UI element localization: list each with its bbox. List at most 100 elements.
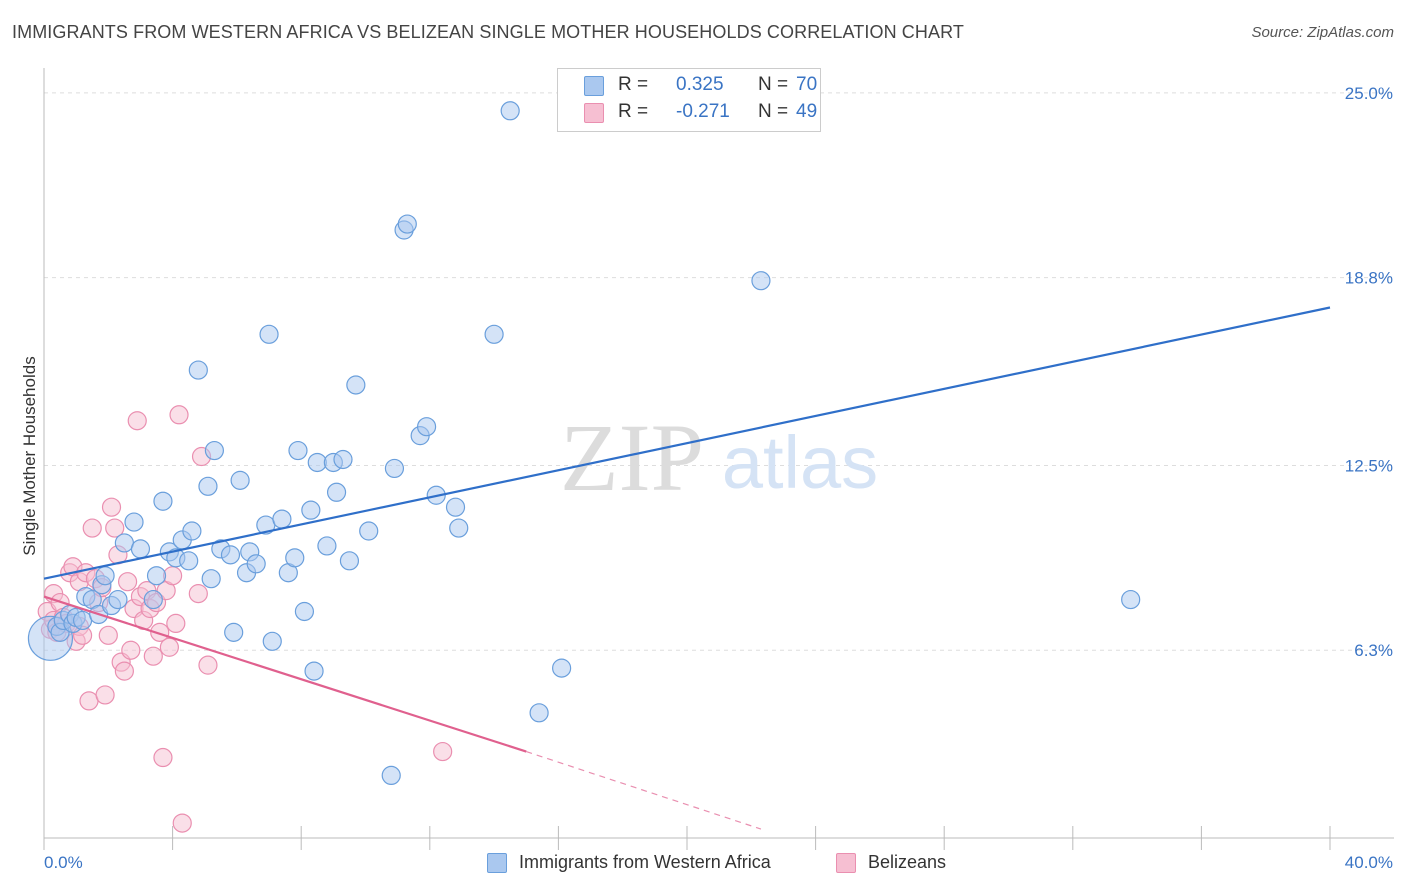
belizean-point	[163, 566, 183, 586]
y-tick-label: 25.0%	[1345, 84, 1393, 103]
legend-n-label: N =	[758, 101, 789, 122]
chart-title: IMMIGRANTS FROM WESTERN AFRICA VS BELIZE…	[12, 22, 964, 42]
western-africa-point	[339, 551, 360, 571]
belizean-point	[121, 640, 141, 660]
belizean-point	[188, 584, 208, 604]
western-africa-point	[529, 703, 549, 723]
western-africa-point	[416, 417, 437, 437]
western-africa-point	[751, 271, 771, 291]
western-africa-point	[346, 375, 366, 395]
legend-r-value: 0.325	[676, 74, 724, 95]
belizean-point	[433, 741, 453, 762]
western-africa-point	[124, 512, 144, 532]
western-africa-point	[552, 658, 572, 678]
western-africa-point	[95, 566, 115, 586]
western-africa-point	[307, 452, 327, 473]
belizean-point	[117, 572, 138, 592]
western-africa-point	[484, 324, 504, 344]
belizean-point	[114, 661, 134, 681]
western-africa-point	[1121, 589, 1141, 610]
western-africa-point	[333, 449, 353, 470]
belizean-trend-line	[43, 595, 527, 753]
western-africa-point	[326, 482, 347, 502]
source-label: Source: ZipAtlas.com	[1251, 24, 1394, 41]
western-africa-point	[179, 551, 199, 571]
belizean-point	[105, 518, 125, 538]
x-tick-label: 40.0%	[1345, 853, 1393, 872]
western-africa-point	[143, 589, 163, 610]
western-africa-point	[262, 631, 282, 651]
axes	[43, 68, 1394, 850]
western-africa-point	[445, 497, 466, 517]
western-africa-point	[220, 545, 241, 565]
western-africa-point	[500, 101, 520, 121]
western-africa-point	[246, 554, 266, 574]
belizean-point	[79, 691, 99, 711]
y-axis-label: Single Mother Households	[20, 356, 39, 556]
belizean-point	[127, 411, 147, 431]
western-africa-point	[204, 440, 224, 461]
belizean-point	[101, 497, 122, 517]
y-tick-label: 6.3%	[1354, 641, 1393, 660]
belizean-point	[166, 613, 186, 634]
western-africa-trend-line	[43, 306, 1331, 580]
legend-r-label: R =	[618, 101, 649, 122]
legend-n-label: N =	[758, 74, 789, 95]
stats-legend: R = 0.325 N = 70 R = -0.271 N = 49	[557, 68, 821, 132]
western-africa-point	[272, 509, 292, 529]
belizean-point	[98, 625, 118, 645]
western-africa-point	[130, 539, 151, 559]
western-africa-point	[146, 566, 167, 586]
western-africa-point	[224, 622, 244, 642]
bottom-legend-swatch-pink	[836, 853, 856, 873]
western-africa-point	[384, 458, 405, 479]
western-africa-point	[182, 521, 202, 541]
belizean-trend-extension	[526, 750, 762, 830]
tick-labels: 6.3% 12.5% 18.8% 25.0% 0.0% 40.0%	[44, 84, 1393, 872]
legend-n-value: 49	[796, 101, 818, 122]
belizean-point	[82, 518, 102, 538]
western-africa-point	[201, 569, 221, 589]
western-africa-point	[198, 476, 218, 496]
y-tick-label: 18.8%	[1345, 269, 1393, 288]
belizean-point	[159, 637, 179, 657]
belizean-point	[153, 747, 173, 768]
y-tick-label: 12.5%	[1345, 456, 1393, 475]
western-africa-point	[294, 601, 315, 622]
watermark: ZIP atlas	[560, 404, 878, 511]
bottom-legend-label: Immigrants from Western Africa	[519, 852, 771, 872]
western-africa-point	[304, 661, 324, 681]
legend-n-value: 70	[796, 74, 818, 95]
belizean-point	[169, 405, 189, 425]
bottom-legend-swatch-blue	[487, 853, 507, 873]
western-africa-point	[108, 589, 128, 610]
western-africa-point	[188, 360, 208, 380]
trend-lines	[43, 306, 1331, 830]
western-africa-point	[397, 214, 417, 234]
legend-swatch-pink	[584, 103, 604, 123]
western-africa-point	[288, 440, 308, 461]
bottom-legend-label: Belizeans	[868, 852, 947, 872]
belizean-point	[143, 646, 163, 666]
belizean-point	[198, 655, 218, 675]
western-africa-point	[317, 536, 337, 556]
western-africa-point	[153, 491, 173, 511]
belizean-point	[150, 622, 170, 642]
western-africa-point	[381, 765, 401, 786]
western-africa-point	[72, 610, 93, 631]
watermark-zip: ZIP	[560, 404, 704, 511]
belizean-point	[172, 813, 192, 833]
legend-r-label: R =	[618, 74, 649, 95]
belizean-point	[95, 685, 115, 705]
western-africa-points	[27, 101, 1141, 786]
x-tick-label: 0.0%	[44, 853, 83, 872]
legend-r-value: -0.271	[676, 101, 730, 122]
western-africa-point	[301, 500, 321, 520]
western-africa-point	[359, 521, 379, 541]
legend-swatch-blue	[584, 76, 604, 96]
western-africa-point	[114, 533, 134, 553]
western-africa-point	[449, 518, 469, 538]
western-africa-point	[259, 324, 279, 344]
watermark-atlas: atlas	[722, 421, 878, 504]
